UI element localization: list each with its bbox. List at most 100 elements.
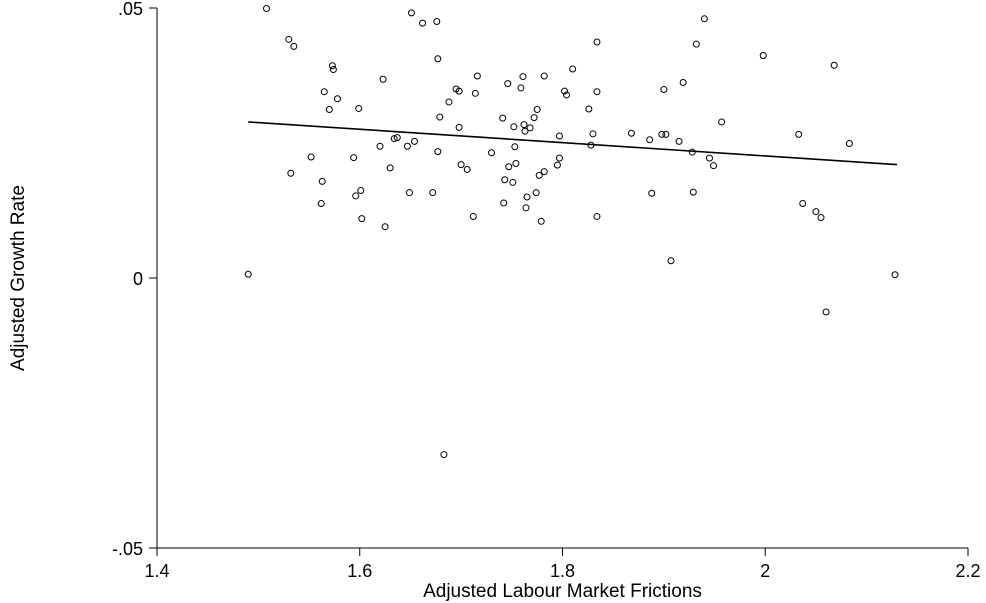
data-point [688, 148, 696, 156]
data-point [517, 84, 525, 92]
data-point [410, 137, 418, 145]
data-point [488, 149, 496, 157]
data-point [830, 61, 838, 69]
data-point [262, 5, 270, 13]
data-point [519, 73, 527, 81]
data-point [436, 113, 444, 121]
data-point [520, 121, 528, 129]
x-tick-label: 1.8 [550, 561, 575, 581]
data-point [440, 451, 448, 459]
data-point [350, 154, 358, 162]
data-point [445, 98, 453, 106]
data-point [705, 154, 713, 162]
data-point [692, 40, 700, 48]
data-point [469, 212, 477, 220]
data-point [407, 9, 415, 17]
data-point [386, 164, 394, 172]
data-point [325, 106, 333, 114]
data-point [381, 223, 389, 231]
data-point [505, 163, 513, 171]
x-axis-ticks: 1.4 1.6 1.8 2 2.2 [144, 548, 981, 581]
data-point [504, 80, 512, 88]
data-point [662, 130, 670, 138]
data-point [667, 257, 675, 265]
data-point [812, 208, 820, 216]
data-point [290, 42, 298, 50]
data-point [328, 62, 336, 70]
data-point [555, 154, 563, 162]
data-point [501, 176, 509, 184]
scatter-points [244, 5, 899, 459]
data-point [679, 79, 687, 87]
data-point [533, 106, 541, 114]
data-point [526, 124, 534, 132]
data-point [891, 271, 899, 279]
data-point [318, 177, 326, 185]
data-point [718, 118, 726, 126]
data-point [499, 114, 507, 122]
data-point [530, 114, 538, 122]
data-point [376, 142, 384, 150]
data-point [535, 171, 543, 179]
data-point [434, 148, 442, 156]
data-point [473, 72, 481, 80]
data-point [658, 130, 666, 138]
data-point [540, 72, 548, 80]
y-axis-ticks: -.05 0 .05 [112, 0, 157, 559]
data-point [627, 129, 635, 137]
data-point [523, 193, 531, 201]
y-tick-label: -.05 [112, 539, 143, 559]
data-point [500, 199, 508, 207]
data-point [463, 165, 471, 173]
data-point [537, 217, 545, 225]
data-point [532, 189, 540, 197]
data-point [405, 189, 413, 197]
x-tick-label: 1.4 [144, 561, 169, 581]
x-tick-label: 1.6 [347, 561, 372, 581]
data-point [710, 162, 718, 170]
fit-line [248, 121, 898, 166]
x-tick-label: 2.2 [955, 561, 980, 581]
data-point [333, 95, 341, 103]
data-point [689, 188, 697, 196]
data-point [455, 123, 463, 131]
data-point [357, 187, 365, 195]
y-tick-label: 0 [133, 269, 143, 289]
data-point [569, 65, 577, 73]
data-point [700, 15, 708, 23]
data-point [675, 137, 683, 145]
data-point [563, 91, 571, 99]
data-point [845, 140, 853, 148]
data-point [457, 161, 465, 169]
data-point [317, 199, 325, 207]
data-point [648, 189, 656, 197]
data-point [244, 270, 252, 278]
data-point [433, 18, 441, 25]
data-point [419, 19, 427, 27]
data-point [660, 86, 668, 94]
data-point [593, 212, 601, 220]
y-axis-title: Adjusted Growth Rate [8, 185, 29, 371]
data-point [355, 104, 363, 112]
data-point [522, 204, 530, 212]
data-point [403, 142, 411, 150]
data-point [509, 178, 517, 186]
data-point [540, 168, 548, 176]
data-point [307, 153, 315, 161]
data-point [390, 135, 398, 143]
data-point [646, 136, 654, 144]
y-tick-label: .05 [118, 0, 143, 19]
data-point [285, 35, 293, 43]
data-point [320, 88, 328, 96]
data-point [585, 105, 593, 113]
data-point [822, 308, 830, 316]
data-point [555, 132, 563, 140]
data-point [329, 66, 337, 74]
data-point [510, 123, 518, 131]
data-point [393, 134, 401, 142]
data-point [561, 87, 569, 95]
data-point [511, 143, 519, 151]
data-point [589, 130, 597, 138]
data-point [795, 130, 803, 138]
